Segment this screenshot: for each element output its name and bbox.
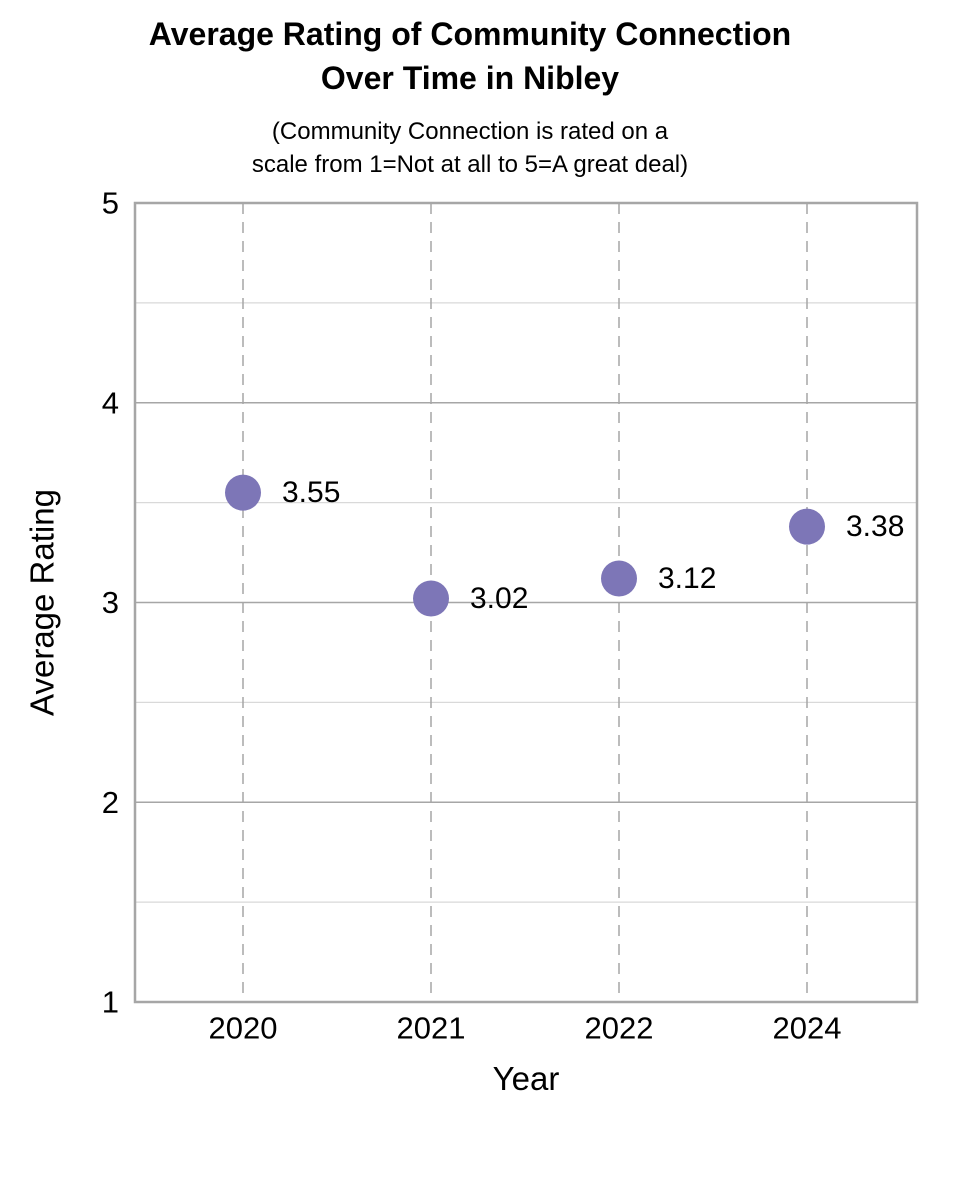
y-tick-label-1: 1	[102, 985, 119, 1020]
data-label-2022: 3.12	[658, 562, 716, 595]
data-point-2021	[413, 580, 449, 617]
data-point-2020	[225, 474, 261, 511]
data-point-2024	[789, 508, 825, 545]
data-point-2022	[601, 560, 637, 597]
y-axis-title: Average Rating	[24, 489, 61, 716]
y-tick-label-2: 2	[102, 785, 119, 820]
chart-title-line2: Over Time in Nibley	[320, 60, 620, 96]
y-tick-label-4: 4	[102, 385, 119, 420]
chart-subtitle-line1: (Community Connection is rated on a	[271, 118, 669, 145]
x-axis-title: Year	[493, 1060, 560, 1097]
x-tick-label-2020: 2020	[209, 1010, 278, 1045]
x-tick-label-2021: 2021	[397, 1010, 466, 1045]
x-tick-label-2024: 2024	[773, 1010, 842, 1045]
chart-title-line1: Average Rating of Community Connection	[148, 16, 792, 52]
x-tick-label-2022: 2022	[585, 1010, 654, 1045]
plot-border	[133, 201, 919, 1004]
data-label-2021: 3.02	[470, 582, 528, 615]
y-tick-label-3: 3	[102, 585, 119, 620]
data-label-2024: 3.38	[846, 510, 904, 543]
data-label-2020: 3.55	[282, 476, 340, 509]
y-tick-label-5: 5	[102, 186, 119, 221]
chart-title: Average Rating of Community Connection O…	[0, 12, 940, 100]
chart-subtitle-line2: scale from 1=Not at all to 5=A great dea…	[251, 151, 689, 178]
chart-subtitle: (Community Connection is rated on a scal…	[0, 115, 940, 181]
